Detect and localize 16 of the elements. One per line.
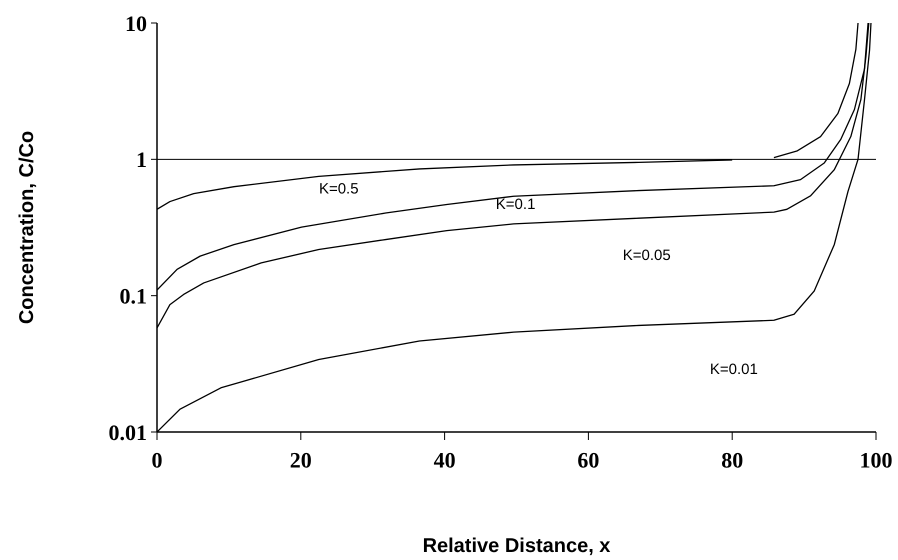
x-tick-label: 0 xyxy=(152,448,162,473)
series-label: K=0.1 xyxy=(496,196,536,214)
x-tick-label: 40 xyxy=(434,448,456,473)
y-tick-label: 1 xyxy=(136,147,147,172)
series-label: K=0.5 xyxy=(318,180,359,198)
y-tick-label: 10 xyxy=(125,10,147,36)
y-tick-label: 0.01 xyxy=(108,420,147,445)
x-tick-label: 80 xyxy=(721,448,744,473)
x-axis-title: Relative Distance, x xyxy=(422,535,610,557)
x-tick-label: 60 xyxy=(577,448,600,473)
y-axis-title: Concentration, C/Co xyxy=(16,130,38,324)
x-tick-label: 100 xyxy=(860,448,892,473)
text: K=0.01 xyxy=(710,361,758,378)
x-tick-label: 20 xyxy=(290,448,312,473)
y-tick-label: 0.1 xyxy=(120,283,147,308)
series-label: K=0.05 xyxy=(622,247,671,264)
